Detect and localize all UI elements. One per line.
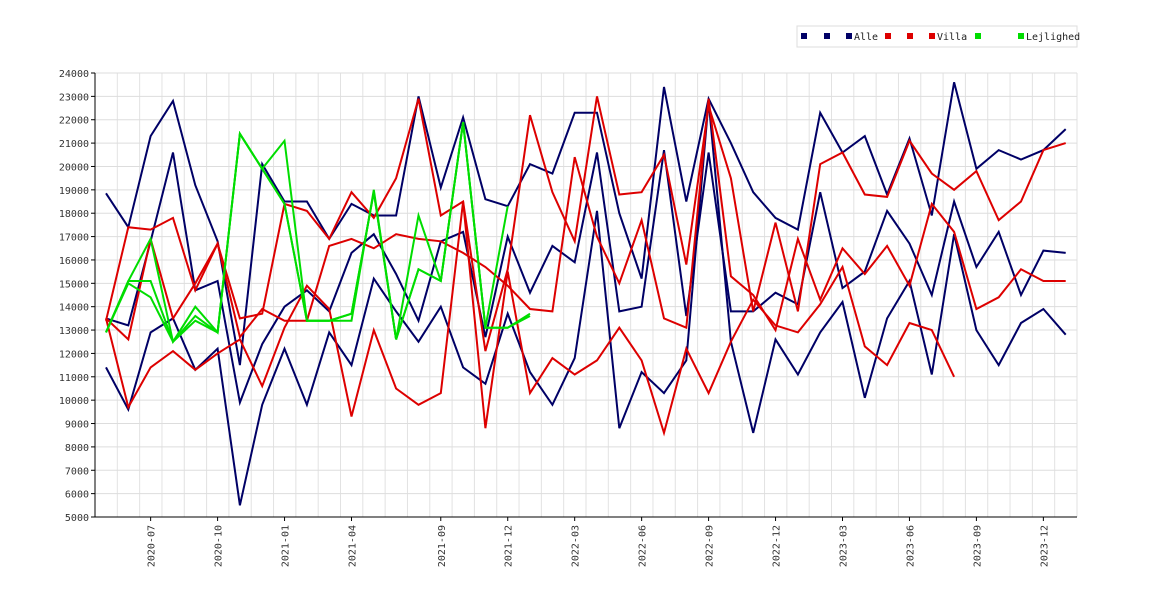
x-tick-label: 2022-12	[772, 525, 783, 567]
legend-marker-lejlighed-1	[975, 33, 981, 39]
series-line-alle-1	[105, 149, 1066, 407]
x-tick-label: 2023-12	[1039, 525, 1050, 567]
x-tick-label: 2020-10	[214, 525, 225, 567]
y-tick-label: 16000	[59, 256, 89, 267]
legend-marker-villa-1	[885, 33, 891, 39]
legend-label-lejlighed: Lejlighed	[1026, 32, 1080, 43]
y-tick-label: 12000	[59, 349, 89, 360]
y-tick-label: 23000	[59, 92, 89, 103]
legend-marker-villa-2	[907, 33, 913, 39]
legend-label-villa: Villa	[937, 32, 967, 43]
x-tick-label: 2021-01	[281, 525, 292, 567]
legend: Alle Villa Lejlighed	[796, 25, 1080, 48]
y-tick-label: 5000	[65, 513, 89, 524]
legend-marker-alle-2	[824, 33, 830, 39]
legend-box	[796, 25, 1078, 48]
x-tick-label: 2023-03	[839, 525, 850, 567]
legend-marker-alle-3	[846, 33, 852, 39]
x-tick-label: 2022-03	[571, 525, 582, 567]
legend-marker-lejlighed-2	[1018, 33, 1024, 39]
y-tick-label: 21000	[59, 139, 89, 150]
y-tick-label: 18000	[59, 209, 89, 220]
y-tick-label: 10000	[59, 396, 89, 407]
y-tick-label: 20000	[59, 162, 89, 173]
y-tick-label: 13000	[59, 326, 89, 337]
series-line-villa-4	[105, 98, 1066, 342]
y-tick-label: 15000	[59, 279, 89, 290]
y-tick-label: 24000	[59, 69, 89, 80]
series-line-lejlighed-8	[105, 121, 531, 344]
series-line-alle-2	[105, 100, 1067, 506]
series-line-villa-3	[105, 96, 1066, 352]
axes: 5000 6000 7000 8000 9000 10000 11000 12000 13000…	[59, 69, 1077, 567]
y-tick-label: 8000	[65, 443, 89, 454]
y-tick-label: 11000	[59, 373, 89, 384]
x-tick-label: 2022-09	[705, 525, 716, 567]
grid	[94, 72, 1078, 518]
y-tick-label: 19000	[59, 186, 89, 197]
x-tick-label: 2022-06	[638, 525, 649, 567]
x-tick-label: 2021-12	[504, 525, 515, 567]
y-tick-label: 14000	[59, 303, 89, 314]
y-tick-label: 17000	[59, 233, 89, 244]
series-lines	[105, 82, 1067, 506]
y-tick-label: 7000	[65, 466, 89, 477]
y-tick-label: 22000	[59, 116, 89, 127]
x-tick-label: 2023-06	[905, 525, 916, 567]
x-tick-label: 2020-07	[147, 525, 158, 567]
y-tick-label: 9000	[65, 420, 89, 431]
x-tick-label: 2021-04	[348, 525, 359, 567]
x-tick-label: 2023-09	[972, 525, 983, 567]
legend-marker-villa-3	[929, 33, 935, 39]
legend-marker-alle-1	[801, 33, 807, 39]
y-tick-label: 6000	[65, 490, 89, 501]
x-tick-label: 2021-09	[437, 525, 448, 567]
legend-label-alle: Alle	[854, 32, 878, 43]
series-line-villa-5	[105, 201, 956, 437]
